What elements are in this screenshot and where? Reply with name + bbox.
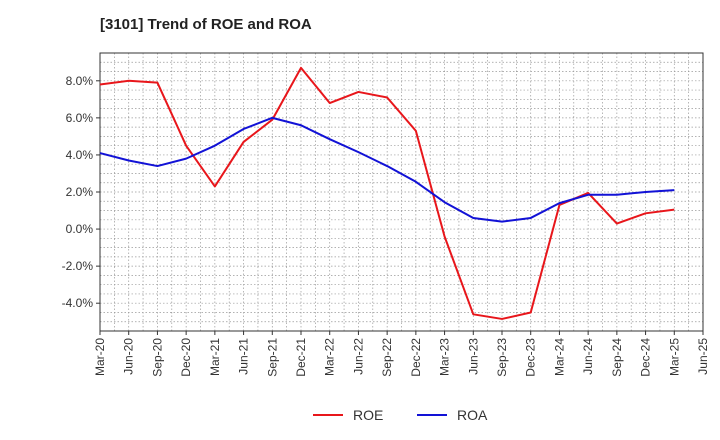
x-tick-label: Jun-22 — [351, 338, 365, 375]
x-tick-label: Jun-21 — [237, 338, 251, 375]
y-tick-label: 6.0% — [66, 111, 94, 125]
x-tick-label: Sep-21 — [265, 338, 279, 377]
y-tick-label: 4.0% — [66, 148, 94, 162]
x-tick-label: Sep-23 — [495, 338, 509, 377]
x-tick-label: Jun-24 — [581, 338, 595, 375]
legend-label-roe: ROE — [353, 407, 383, 423]
x-tick-label: Mar-20 — [93, 338, 107, 376]
x-tick-label: Sep-20 — [150, 338, 164, 377]
x-tick-label: Mar-21 — [208, 338, 222, 376]
x-tick-label: Dec-24 — [639, 338, 653, 377]
x-tick-label: Sep-22 — [380, 338, 394, 377]
x-tick-label: Mar-25 — [667, 338, 681, 376]
x-tick-label: Mar-23 — [438, 338, 452, 376]
x-tick-label: Sep-24 — [610, 338, 624, 377]
y-tick-label: 2.0% — [66, 185, 94, 199]
y-tick-label: -2.0% — [62, 259, 94, 273]
x-tick-label: Mar-22 — [323, 338, 337, 376]
y-tick-label: 8.0% — [66, 74, 94, 88]
x-tick-label: Jun-23 — [466, 338, 480, 375]
x-tick-label: Jun-25 — [696, 338, 710, 375]
x-tick-label: Dec-22 — [409, 338, 423, 377]
x-tick-label: Jun-20 — [122, 338, 136, 375]
y-tick-label: 0.0% — [66, 222, 94, 236]
x-tick-label: Dec-21 — [294, 338, 308, 377]
chart-title: [3101] Trend of ROE and ROA — [100, 16, 312, 33]
y-tick-label: -4.0% — [62, 296, 94, 310]
x-tick-label: Mar-24 — [552, 338, 566, 376]
legend-label-roa: ROA — [457, 407, 488, 423]
series-line-roa — [99, 116, 675, 223]
x-tick-label: Dec-20 — [179, 338, 193, 377]
x-tick-label: Dec-23 — [524, 338, 538, 377]
